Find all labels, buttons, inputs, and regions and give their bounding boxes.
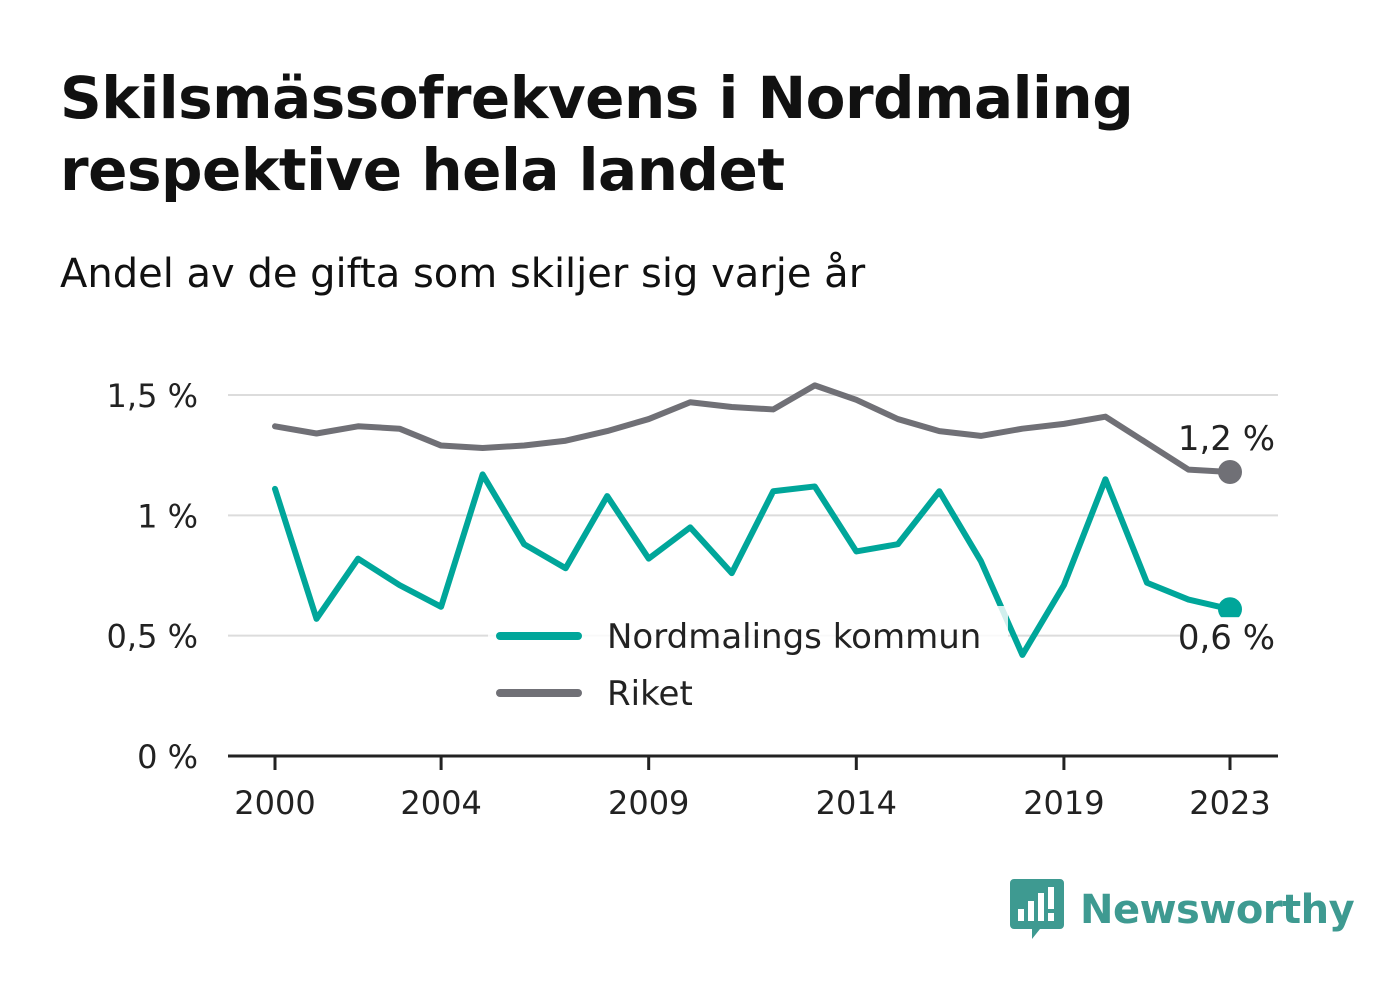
series-line <box>272 471 1233 658</box>
end-label-backdrop <box>1180 617 1278 660</box>
legend: Nordmalings kommun Riket <box>488 606 1008 719</box>
x-tick-label: 2023 <box>1189 784 1270 822</box>
newsworthy-logo-icon <box>1010 879 1064 939</box>
series-end-point <box>1218 460 1242 485</box>
legend-entry: Nordmalings kommun <box>607 617 981 657</box>
chart-title: Skilsmässofrekvens i Nordmaling respekti… <box>60 64 1134 204</box>
series-lines <box>272 382 1242 658</box>
x-tick-label: 2014 <box>816 784 897 822</box>
chart-subtitle: Andel av de gifta som skiljer sig varje … <box>60 251 866 297</box>
series-end-label: 0,6 % <box>1178 618 1275 658</box>
x-tick-label: 2019 <box>1023 784 1104 822</box>
brand: Newsworthy <box>1010 878 1355 942</box>
series-line <box>272 382 1233 476</box>
y-tick-label: 1,5 % <box>107 377 198 415</box>
series-end-label: 1,2 % <box>1178 419 1275 459</box>
x-tick-label: 2004 <box>400 784 481 822</box>
brand-name: Newsworthy <box>1080 887 1355 933</box>
y-tick-label: 0,5 % <box>107 618 198 656</box>
end-labels: 0,6 % 1,2 % <box>1178 418 1278 660</box>
axes: 0 % 0,5 % 1 % 1,5 % 2000 2004 2009 2014 2019 2023 <box>107 377 1278 822</box>
legend-entry: Riket <box>607 674 693 714</box>
y-tick-label: 1 % <box>137 497 198 535</box>
x-tick-label: 2000 <box>234 784 315 822</box>
end-label-backdrop <box>1180 418 1278 461</box>
series-end-point <box>1218 597 1242 622</box>
x-tick-label: 2009 <box>608 784 689 822</box>
y-tick-label: 0 % <box>137 738 198 776</box>
